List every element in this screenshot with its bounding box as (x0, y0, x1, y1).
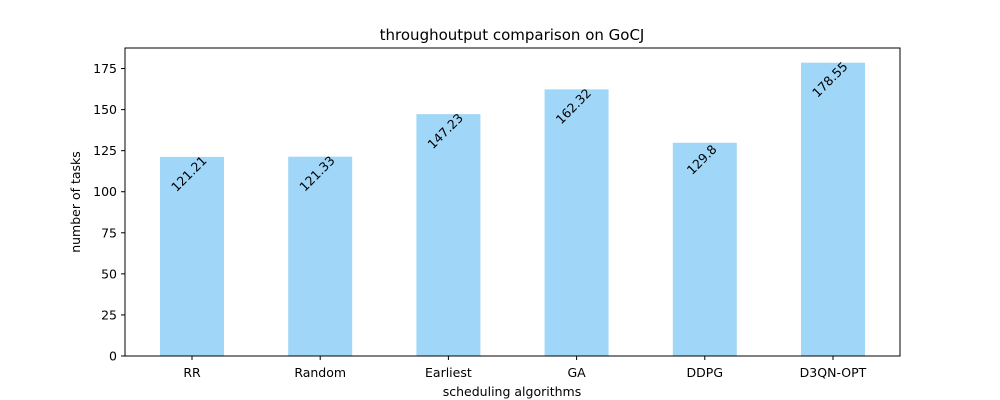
bar-rr (160, 156, 224, 356)
y-axis: 0 25 50 75 100 125 150 175 (93, 61, 125, 364)
bars-layer (160, 62, 865, 357)
y-tick-label: 175 (93, 61, 117, 76)
bar-ddpg (672, 142, 737, 356)
y-tick-label: 50 (101, 266, 117, 281)
chart-title: throughoutput comparison on GoCJ (380, 26, 645, 44)
y-tick-label: 25 (101, 307, 117, 322)
bar-random (288, 156, 353, 356)
y-tick-label: 150 (93, 102, 117, 117)
bar-d3qn-opt (801, 62, 865, 356)
x-tick-label: DDPG (687, 365, 723, 380)
y-tick-label: 75 (101, 225, 117, 240)
x-tick-label: Earliest (425, 365, 472, 380)
plot-frame (124, 47, 901, 357)
y-tick-label: 125 (93, 143, 117, 158)
bar-earliest (416, 114, 481, 357)
y-axis-label: number of tasks (68, 151, 83, 253)
y-tick-label: 0 (109, 349, 117, 364)
x-axis: RR Random Earliest GA DDPG D3QN-OPT (183, 356, 867, 380)
x-axis-label: scheduling algorithms (443, 384, 581, 399)
x-tick-label: Random (294, 365, 346, 380)
x-tick-label: RR (183, 365, 201, 380)
x-tick-label: D3QN-OPT (800, 365, 867, 380)
x-tick-label: GA (567, 365, 586, 380)
y-tick-label: 100 (93, 184, 117, 199)
bar-ga (544, 89, 609, 357)
